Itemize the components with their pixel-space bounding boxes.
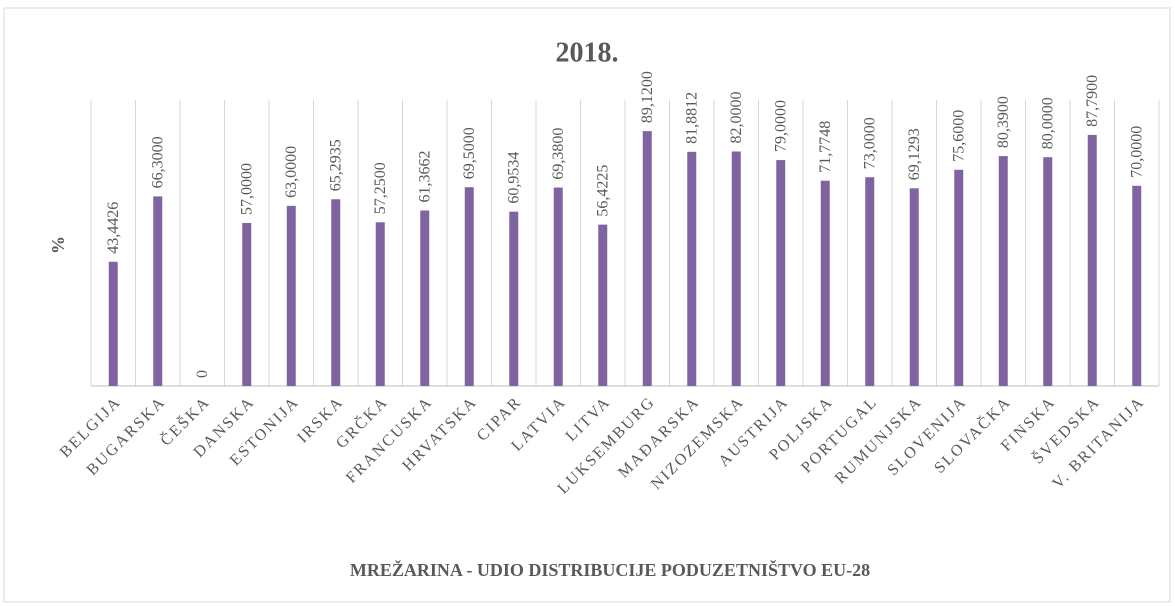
- bar: [286, 205, 296, 386]
- bar: [553, 187, 563, 386]
- value-label: 75,6000: [950, 110, 967, 162]
- value-label: 63,0000: [283, 146, 300, 198]
- value-label: 69,3800: [550, 128, 567, 180]
- value-label: 79,0000: [772, 100, 789, 152]
- bar: [1132, 185, 1142, 386]
- chart-title: 2018.: [556, 37, 619, 68]
- value-label: 57,2500: [372, 162, 389, 214]
- value-label: 80,0000: [1039, 97, 1056, 149]
- bar: [598, 224, 608, 386]
- bar: [998, 156, 1008, 386]
- x-axis-title: MREŽARINA - UDIO DISTRIBUCIJE PODUZETNIŠ…: [350, 559, 870, 580]
- bar: [731, 151, 741, 386]
- value-label: 60,9534: [505, 152, 522, 204]
- value-label: 89,1200: [639, 71, 656, 123]
- bar: [375, 222, 385, 386]
- value-label: 73,0000: [861, 117, 878, 169]
- bar: [687, 151, 697, 386]
- value-label: 81,8812: [683, 92, 700, 144]
- bar: [865, 177, 875, 386]
- value-label: 43,4426: [105, 202, 122, 254]
- value-label: 87,7900: [1084, 75, 1101, 127]
- bar: [642, 131, 652, 386]
- y-axis-title: %: [48, 236, 68, 254]
- bar: [1043, 157, 1053, 386]
- bar: [776, 160, 786, 386]
- chart-border: [3, 7, 1171, 603]
- value-label: 71,7748: [817, 121, 834, 173]
- bar: [909, 188, 919, 386]
- value-label: 57,0000: [238, 163, 255, 215]
- value-label: 66,3000: [149, 136, 166, 188]
- value-label: 70,0000: [1128, 126, 1145, 178]
- bar: [954, 169, 964, 386]
- bar: [108, 261, 118, 386]
- value-label: 56,4225: [594, 165, 611, 217]
- bar: [153, 196, 163, 386]
- bar: [242, 222, 252, 386]
- bar: [464, 187, 474, 386]
- bar: [509, 211, 519, 386]
- bar: [420, 210, 430, 386]
- value-label: 65,2935: [327, 139, 344, 191]
- bar: [331, 199, 341, 386]
- value-label: 69,1293: [906, 128, 923, 180]
- value-label: 0: [194, 370, 211, 378]
- bar: [1087, 134, 1097, 386]
- bar: [820, 180, 830, 386]
- value-label: 69,5000: [461, 127, 478, 179]
- value-label: 80,3900: [995, 96, 1012, 148]
- value-label: 61,3662: [416, 150, 433, 202]
- value-label: 82,0000: [728, 91, 745, 143]
